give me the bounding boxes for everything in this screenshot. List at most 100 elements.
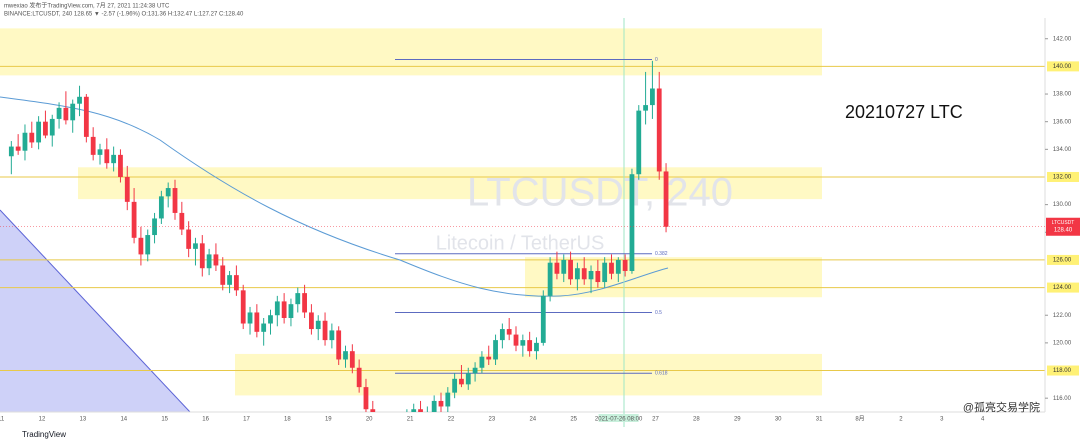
x-tick-label: 14 [120,417,127,423]
level-badge [1047,61,1079,72]
x-label-badge [598,414,639,422]
x-tick-label: 22 [448,417,455,423]
candle-body [452,378,458,393]
candle-body [193,243,198,249]
x-tick-label: 28 [693,417,700,423]
fib-label: 0 [655,57,658,63]
candle-body [158,196,164,219]
level-badge [1047,365,1079,376]
candle-body [411,409,417,412]
candle-body [445,392,451,407]
y-tick-label: 136.00 [1053,119,1072,125]
candle-body [506,329,512,335]
candle-body [459,378,464,385]
candle-body [465,373,471,385]
candle-body [43,121,48,136]
candle-body [247,312,253,324]
x-tick-label: 2021-07-26 08:00 [595,417,643,423]
candle-body [336,330,342,360]
candle-body [302,293,307,313]
candle-body [186,229,192,249]
candle-body [56,107,62,119]
x-tick-label: 8月 [855,416,864,423]
candle-body [111,154,117,164]
x-tick-label: 16 [202,417,209,423]
y-tick-label: 130.00 [1053,202,1072,208]
candle-body [636,110,642,175]
candle-body [261,323,267,332]
candle-body [199,243,205,269]
x-tick-label: 11 [0,417,5,423]
candle-body [172,188,178,213]
candle-body [343,351,348,360]
x-tick-label: 19 [325,417,332,423]
candle-body [83,96,89,137]
candle-body [254,312,260,332]
candles [8,60,669,412]
candle-body [520,340,526,346]
x-tick-label: 18 [284,417,291,423]
annotation: 20210727 LTC [845,102,963,122]
candle-body [138,237,144,255]
candle-body [206,254,212,269]
x-tick-label: 30 [775,417,782,423]
candle-body [609,262,614,274]
candle-body [322,320,328,341]
x-tick-label: 21 [407,417,414,423]
candle-body [581,268,587,280]
candle-body [281,301,287,318]
candle-body [527,340,533,352]
candle-body [534,342,539,352]
x-tick-label: 25 [570,417,577,423]
candle-body [588,270,594,280]
y-tick-label: 120.00 [1053,340,1072,346]
candle-body [309,312,314,330]
candle-body [643,105,648,111]
candle-body [438,400,444,407]
level-badge [1047,282,1079,293]
brand: TradingView [22,430,66,439]
candle-body [595,270,601,283]
candle-body [615,259,621,274]
candle-body [561,259,567,274]
candle-body [499,329,505,341]
zone [78,167,822,200]
x-tick-label: 31 [816,417,823,423]
y-tick-label: 142.00 [1053,36,1072,42]
candle-body [8,146,14,157]
level-badge [1047,254,1079,265]
header: BINANCE:LTCUSDT, 240 128.65 ▼ -2.57 (-1.… [4,12,244,18]
candle-body [431,400,437,412]
candle-body [274,301,280,316]
x-tick-label: 4 [981,417,985,423]
candle-body [486,356,492,360]
candle-body [97,149,103,155]
candle-body [233,275,239,291]
level-label: 132.00 [1053,175,1072,181]
candle-body [70,103,76,121]
candle-body [629,174,635,271]
header: mwexiao 发布于TradingView.com, 7月 27, 2021 … [4,2,170,10]
candle-body [268,315,273,324]
candle-body [165,188,171,197]
candle-body [493,340,498,360]
zone [235,353,822,396]
watermark: LTCUSDT, 240 [467,171,733,215]
candle-body [124,176,130,202]
last-price-badge [1046,217,1080,236]
zone [525,257,822,298]
candle-body [118,154,123,177]
candle-body [49,118,55,136]
level-badge [1047,171,1079,182]
candle-body [547,262,553,296]
candle-body [622,259,628,271]
candle-body [63,107,69,121]
level-label: 124.00 [1053,285,1072,291]
x-tick-label: 3 [940,417,944,423]
last-price-symbol: LTCUSDT [1052,220,1075,226]
level-label: 140.00 [1053,64,1072,70]
candle-body [77,96,82,104]
candle-body [574,268,580,280]
y-tick-label: 134.00 [1053,147,1072,153]
